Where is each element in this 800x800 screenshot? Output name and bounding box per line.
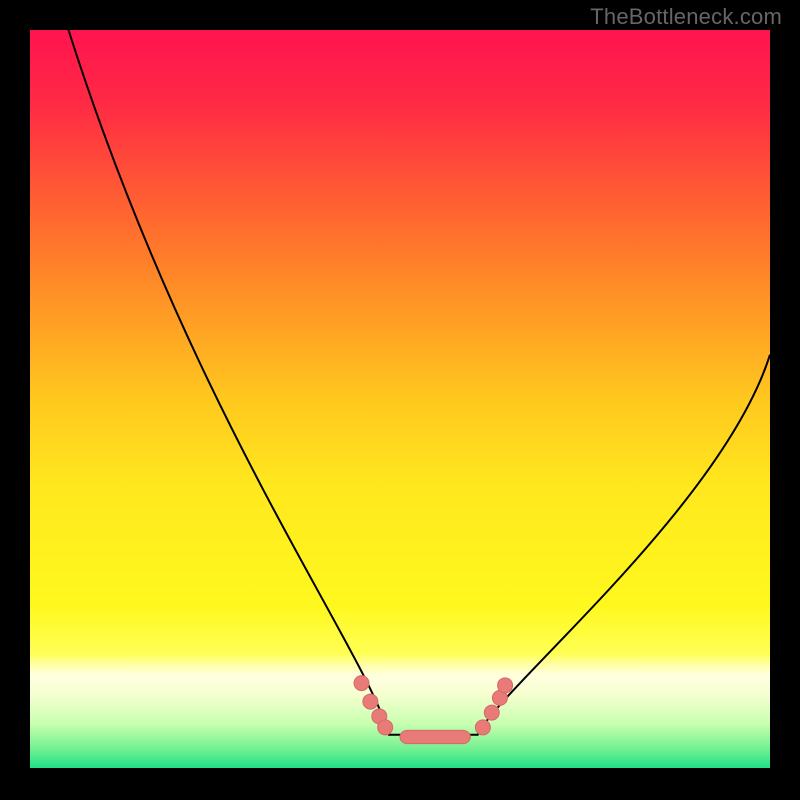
valley-marker-band: [400, 730, 470, 743]
marker-left-3: [378, 720, 393, 735]
marker-left-0: [354, 676, 369, 691]
marker-right-1: [484, 705, 499, 720]
marker-right-0: [475, 720, 490, 735]
chart-stage: TheBottleneck.com: [0, 0, 800, 800]
bottleneck-chart-svg: [0, 0, 800, 800]
marker-right-3: [498, 678, 513, 693]
plot-area: [30, 30, 770, 768]
watermark-text: TheBottleneck.com: [590, 4, 782, 30]
marker-left-1: [363, 694, 378, 709]
